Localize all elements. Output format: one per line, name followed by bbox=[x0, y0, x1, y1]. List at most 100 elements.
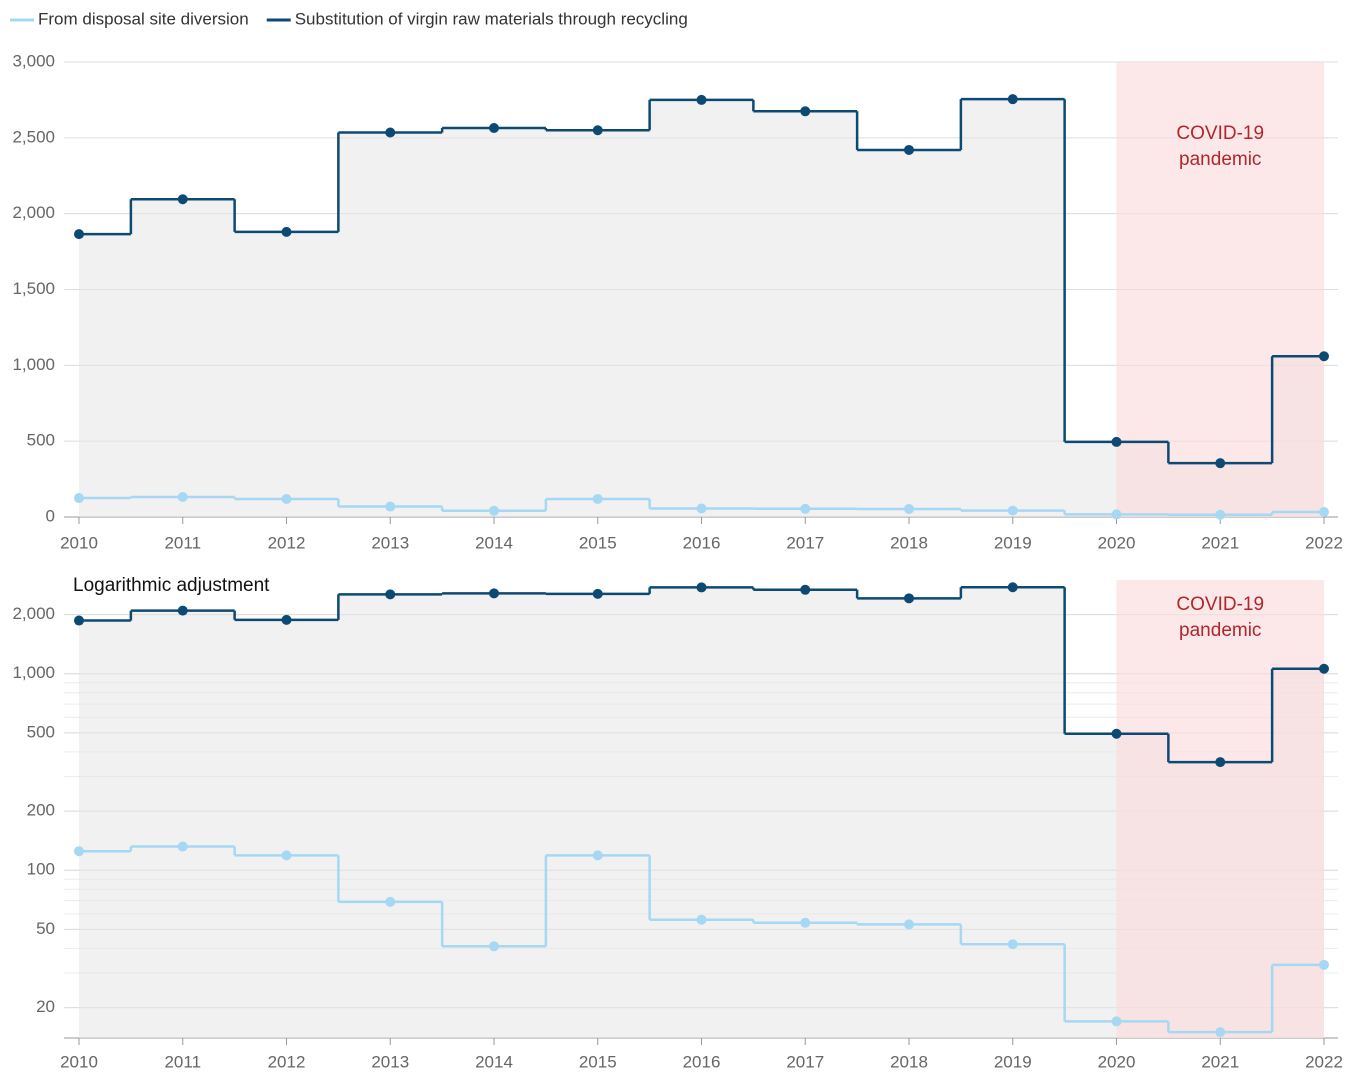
point bbox=[1215, 1027, 1226, 1038]
y-tick-label: 3,000 bbox=[12, 51, 55, 70]
point bbox=[74, 493, 84, 504]
y-tick-label: 500 bbox=[27, 431, 55, 450]
point bbox=[281, 850, 292, 861]
point bbox=[1215, 509, 1226, 520]
point bbox=[696, 503, 707, 514]
x-tick-label: 2012 bbox=[268, 1052, 306, 1071]
point bbox=[1007, 939, 1018, 950]
x-tick-label: 2016 bbox=[683, 1052, 721, 1071]
legend-label: From disposal site diversion bbox=[38, 9, 249, 28]
point bbox=[1111, 728, 1122, 739]
point bbox=[1319, 959, 1329, 970]
point bbox=[1111, 509, 1122, 520]
x-tick-label: 2011 bbox=[164, 1052, 201, 1071]
x-tick-label: 2013 bbox=[371, 1052, 409, 1071]
point bbox=[800, 503, 811, 514]
point bbox=[1319, 506, 1329, 517]
point bbox=[385, 896, 396, 907]
y-tick-label: 1,500 bbox=[12, 279, 55, 298]
annotation: COVID-19 bbox=[1176, 594, 1264, 615]
point bbox=[385, 127, 396, 138]
point bbox=[800, 106, 811, 117]
point bbox=[800, 584, 811, 595]
x-tick-label: 2019 bbox=[994, 533, 1032, 552]
y-tick-label: 200 bbox=[27, 801, 55, 820]
point bbox=[281, 493, 292, 504]
point bbox=[74, 615, 84, 626]
x-tick-label: 2012 bbox=[268, 533, 306, 552]
x-tick-label: 2021 bbox=[1201, 533, 1239, 552]
legend-label: Substitution of virgin raw materials thr… bbox=[295, 9, 688, 28]
point bbox=[1111, 1016, 1122, 1027]
area bbox=[79, 587, 1324, 1038]
x-tick-label: 2017 bbox=[786, 1052, 824, 1071]
point bbox=[177, 194, 188, 205]
point bbox=[592, 850, 603, 861]
y-tick-label: 0 bbox=[46, 506, 55, 525]
x-tick-label: 2021 bbox=[1201, 1052, 1239, 1071]
point bbox=[281, 614, 292, 625]
x-tick-label: 2011 bbox=[164, 533, 201, 552]
annotation: pandemic bbox=[1179, 620, 1261, 641]
point bbox=[74, 846, 84, 857]
point bbox=[904, 144, 914, 155]
covid-band bbox=[1116, 580, 1324, 1038]
x-tick-label: 2010 bbox=[60, 533, 98, 552]
point bbox=[696, 582, 707, 593]
point bbox=[74, 229, 84, 240]
y-tick-label: 2,000 bbox=[12, 604, 55, 623]
point bbox=[592, 588, 603, 599]
point bbox=[1007, 505, 1018, 516]
point bbox=[592, 125, 603, 136]
point bbox=[177, 491, 188, 502]
x-tick-label: 2013 bbox=[371, 533, 409, 552]
x-tick-label: 2017 bbox=[786, 533, 824, 552]
point bbox=[489, 941, 499, 952]
area bbox=[79, 99, 1324, 518]
y-tick-label: 20 bbox=[36, 997, 55, 1016]
point bbox=[177, 605, 188, 616]
annotation: COVID-19 bbox=[1176, 123, 1264, 144]
annotation: pandemic bbox=[1179, 149, 1261, 170]
x-tick-label: 2010 bbox=[60, 1052, 98, 1071]
point bbox=[281, 226, 292, 237]
y-tick-label: 100 bbox=[27, 860, 55, 879]
point bbox=[1007, 582, 1018, 593]
point bbox=[489, 505, 499, 516]
point bbox=[489, 122, 499, 133]
legend: From disposal site diversion Substitution… bbox=[10, 9, 688, 28]
y-tick-label: 2,500 bbox=[12, 127, 55, 146]
y-tick-label: 1,000 bbox=[12, 355, 55, 374]
point bbox=[1215, 757, 1226, 768]
x-tick-label: 2015 bbox=[579, 1052, 617, 1071]
point bbox=[489, 588, 499, 599]
y-tick-label: 2,000 bbox=[12, 203, 55, 222]
point bbox=[385, 501, 396, 512]
point bbox=[1215, 458, 1226, 469]
x-tick-label: 2019 bbox=[994, 1052, 1032, 1071]
point bbox=[696, 94, 707, 105]
point bbox=[592, 493, 603, 504]
x-tick-label: 2020 bbox=[1098, 533, 1136, 552]
point bbox=[904, 593, 914, 604]
x-tick-label: 2014 bbox=[475, 533, 513, 552]
x-tick-label: 2022 bbox=[1305, 1052, 1343, 1071]
y-tick-label: 50 bbox=[36, 919, 55, 938]
point bbox=[904, 503, 914, 514]
point bbox=[1007, 94, 1018, 105]
point bbox=[904, 919, 914, 930]
x-tick-label: 2015 bbox=[579, 533, 617, 552]
point bbox=[385, 589, 396, 600]
point bbox=[800, 917, 811, 928]
point bbox=[696, 914, 707, 925]
y-tick-label: 500 bbox=[27, 722, 55, 741]
x-tick-label: 2018 bbox=[890, 533, 928, 552]
x-tick-label: 2020 bbox=[1098, 1052, 1136, 1071]
point bbox=[1111, 436, 1122, 447]
x-tick-label: 2014 bbox=[475, 1052, 513, 1071]
point bbox=[1319, 663, 1329, 674]
x-tick-label: 2016 bbox=[683, 533, 721, 552]
point bbox=[1319, 351, 1329, 362]
point bbox=[177, 841, 188, 852]
